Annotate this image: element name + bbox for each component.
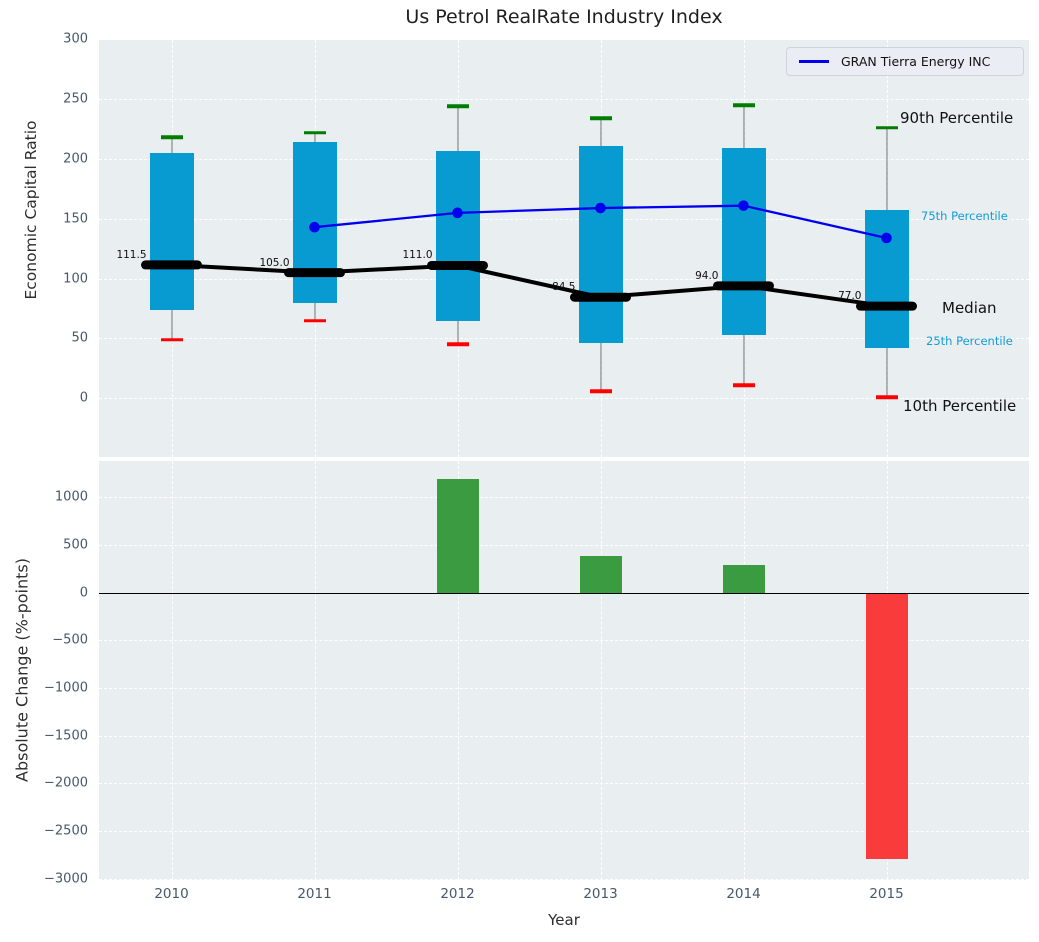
median-value-2014: 94.0: [695, 270, 718, 282]
median-value-2010: 111.5: [116, 249, 146, 261]
figure: Us Petrol RealRate Industry Index Econom…: [0, 0, 1039, 942]
bar-panel: [99, 461, 1029, 880]
company-point: [309, 222, 320, 233]
legend-label: GRAN Tierra Energy INC: [841, 54, 990, 69]
top-ytick-label: 150: [63, 211, 88, 226]
annotation-median: Median: [942, 299, 997, 317]
top-ytick-label: 200: [63, 152, 88, 167]
bottom-ytick-label: −500: [52, 633, 88, 648]
bar-2014: [723, 565, 765, 593]
bar-2013: [580, 556, 622, 593]
gridline-v: [172, 461, 173, 880]
top-ytick-label: 100: [63, 271, 88, 286]
bottom-ytick-label: −3000: [44, 871, 88, 886]
lines-layer: [99, 40, 1029, 457]
bottom-ytick-label: 1000: [55, 490, 88, 505]
gridline-v: [744, 461, 745, 880]
zero-line: [99, 593, 1029, 594]
bar-2012: [437, 479, 479, 592]
company-point: [595, 203, 606, 214]
bottom-ytick-label: 500: [63, 538, 88, 553]
annotation-90th-percentile: 90th Percentile: [900, 109, 1013, 127]
xtick-label-2015: 2015: [869, 886, 903, 902]
median-value-2012: 111.0: [402, 249, 432, 261]
gridline-h: [99, 545, 1029, 546]
xtick-label-2011: 2011: [297, 886, 331, 902]
top-ytick-label: 250: [63, 92, 88, 107]
boxplot-panel: 111.5 105.0 111.0 84.5 94.0 77.0 90th Percenti…: [99, 40, 1029, 457]
xtick-label-2012: 2012: [440, 886, 474, 902]
bottom-ytick-label: −2500: [44, 823, 88, 838]
x-axis-label: Year: [99, 911, 1029, 929]
top-ytick-label: 300: [63, 32, 88, 47]
bottom-y-axis-label: Absolute Change (%-points): [13, 558, 32, 782]
median-value-2015: 77.0: [838, 290, 861, 302]
xtick-label-2014: 2014: [726, 886, 760, 902]
bottom-ytick-label: 0: [80, 585, 88, 600]
gridline-v: [601, 461, 602, 880]
xtick-label-2013: 2013: [583, 886, 617, 902]
top-ytick-label: 50: [71, 331, 88, 346]
bar-2015: [866, 593, 908, 859]
median-trend-line: [172, 265, 887, 306]
chart-title: Us Petrol RealRate Industry Index: [99, 6, 1029, 28]
bottom-ytick-label: −1500: [44, 728, 88, 743]
annotation-75th-percentile: 75th Percentile: [921, 209, 1008, 223]
legend-line-marker: [799, 60, 829, 63]
company-point: [881, 233, 892, 244]
gridline-h: [99, 879, 1029, 880]
legend: GRAN Tierra Energy INC: [786, 47, 1024, 76]
xtick-label-2010: 2010: [154, 886, 188, 902]
top-ytick-label: 0: [80, 391, 88, 406]
bottom-ytick-label: −2000: [44, 776, 88, 791]
annotation-25th-percentile: 25th Percentile: [926, 334, 1013, 348]
bottom-ytick-label: −1000: [44, 681, 88, 696]
company-point: [738, 200, 749, 211]
gridline-v: [315, 461, 316, 880]
median-value-2013: 84.5: [552, 281, 575, 293]
median-value-2011: 105.0: [259, 257, 289, 269]
annotation-10th-percentile: 10th Percentile: [903, 397, 1016, 415]
top-y-axis-label: Economic Capital Ratio: [22, 120, 40, 299]
gridline-h: [99, 497, 1029, 498]
company-point: [452, 208, 463, 219]
